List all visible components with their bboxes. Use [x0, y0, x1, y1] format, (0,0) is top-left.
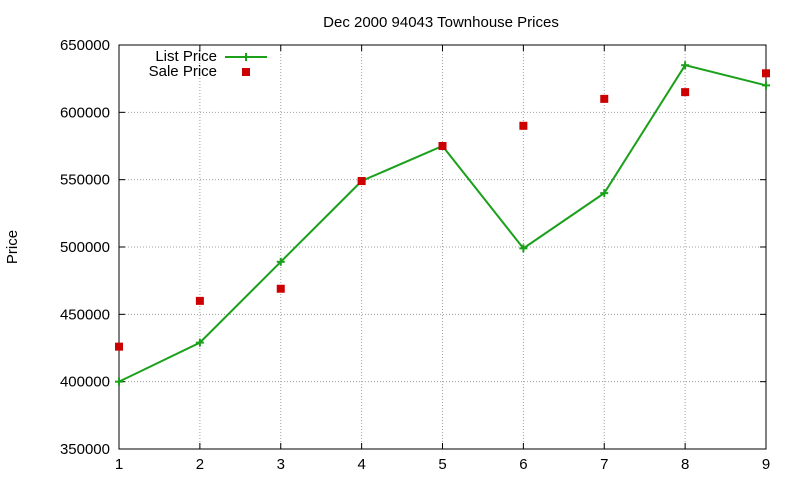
- sale-price-point: [762, 69, 770, 78]
- x-tick-label: 2: [196, 456, 204, 473]
- y-tick-label: 500000: [60, 239, 110, 256]
- y-axis-label: Price: [4, 230, 21, 264]
- list-price-point: [115, 377, 123, 386]
- x-tick-label: 4: [357, 456, 365, 473]
- series-group: [115, 61, 770, 386]
- x-tick-label: 9: [762, 456, 770, 473]
- list-price-point: [519, 244, 528, 253]
- sale-price-point: [276, 284, 285, 293]
- legend-label-sale-price: Sale Price: [149, 63, 217, 80]
- axis-ticks: 1 2 3 4 5 6 7 8 9 350000 400000 450000 500000 550000 6…: [60, 37, 770, 473]
- sale-price-point: [519, 121, 528, 130]
- x-tick-label: 1: [115, 456, 123, 473]
- list-price-point: [681, 61, 690, 70]
- sale-price-point: [681, 88, 690, 97]
- y-tick-label: 550000: [60, 172, 110, 189]
- legend-keys: [225, 53, 267, 76]
- chart-title: Dec 2000 94043 Townhouse Prices: [323, 14, 559, 31]
- x-tick-label: 5: [438, 456, 446, 473]
- legend-label-list-price: List Price: [155, 48, 217, 65]
- y-tick-label: 450000: [60, 306, 110, 323]
- y-tick-label: 400000: [60, 374, 110, 391]
- sale-price-point: [195, 296, 204, 305]
- y-tick-label: 350000: [60, 441, 110, 458]
- list-price-point: [600, 189, 609, 198]
- x-tick-label: 6: [519, 456, 527, 473]
- sale-price-point: [357, 177, 366, 186]
- sale-price-point: [600, 94, 609, 103]
- sale-price-point: [438, 142, 447, 150]
- y-tick-label: 650000: [60, 37, 110, 54]
- grid-lines: [119, 45, 766, 449]
- list-price-point: [195, 338, 204, 347]
- list-price-point: [276, 257, 285, 266]
- y-tick-label: 600000: [60, 104, 110, 121]
- x-tick-label: 7: [600, 456, 608, 473]
- legend-key-sale-price-marker: [242, 68, 250, 76]
- sale-price-point: [115, 342, 123, 351]
- list-price-point: [762, 81, 770, 90]
- x-tick-label: 8: [681, 456, 689, 473]
- x-tick-label: 3: [277, 456, 285, 473]
- legend: List Price Sale Price: [149, 48, 267, 80]
